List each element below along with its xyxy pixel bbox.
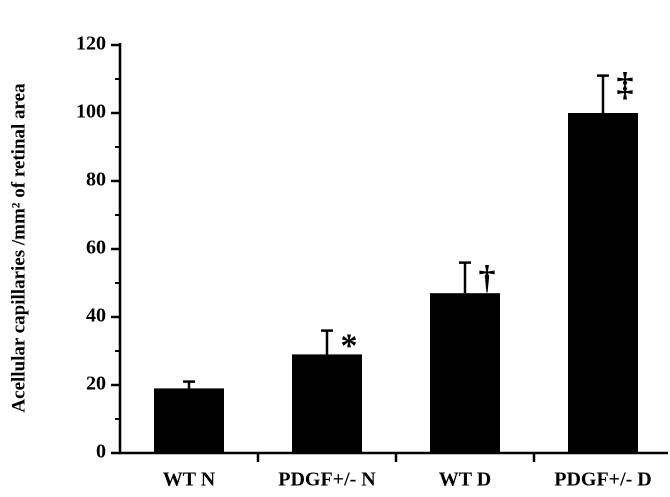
bar <box>154 388 224 453</box>
significance-marker: † <box>479 259 496 296</box>
x-category-label: PDGF+/- D <box>554 469 652 491</box>
y-axis-label: Acellular capillaries /mm² of retinal ar… <box>8 83 29 413</box>
significance-marker: ‡ <box>617 66 634 103</box>
y-tick-label: 120 <box>76 33 106 55</box>
y-tick-label: 40 <box>86 305 106 327</box>
x-category-label: PDGF+/- N <box>278 469 376 491</box>
x-category-label: WT N <box>163 469 216 491</box>
significance-marker: * <box>341 327 358 364</box>
y-tick-label: 80 <box>86 169 106 191</box>
bars: * † ‡ <box>154 66 638 453</box>
bar <box>292 354 362 453</box>
bar <box>568 113 638 453</box>
y-tick-label: 0 <box>96 441 106 463</box>
y-tick-label: 60 <box>86 237 106 259</box>
y-tick-label: 100 <box>76 101 106 123</box>
y-tick-label: 20 <box>86 373 106 395</box>
bar <box>430 293 500 453</box>
x-category-label: WT D <box>439 469 491 491</box>
category-labels: WT N PDGF+/- N WT D PDGF+/- D <box>163 469 652 491</box>
